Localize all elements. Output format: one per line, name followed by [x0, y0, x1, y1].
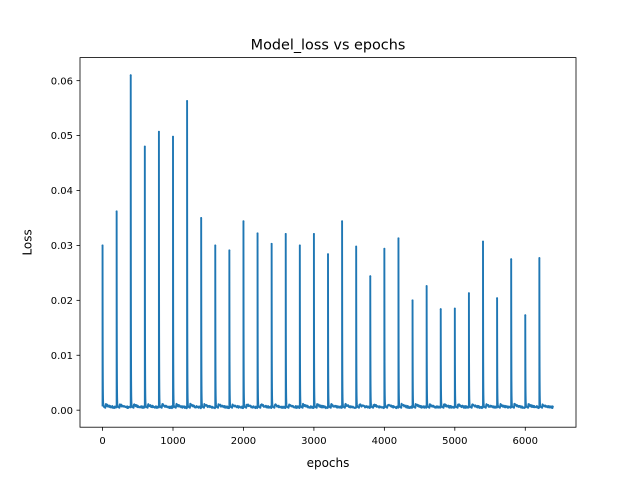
plot-frame [79, 57, 577, 428]
spike-peak-point [200, 217, 203, 219]
spike-peak-point [228, 249, 231, 252]
x-axis-label: epochs [307, 456, 350, 470]
y-tick-label: 0.01 [51, 351, 73, 362]
spike-peak-point [355, 245, 358, 248]
x-tick-label: 6000 [513, 436, 538, 447]
spike-peak-point [172, 135, 174, 138]
spike-peak-point [341, 220, 343, 223]
spike-peak-point [538, 257, 541, 259]
spike-peak-point [468, 292, 470, 295]
x-tick-label: 0 [99, 436, 105, 447]
spike-peak-point [397, 237, 400, 240]
x-axis: 0 1000 2000 3000 4000 5000 6000 [99, 427, 538, 447]
spike-peak-point [143, 145, 146, 148]
spike-peak-point [298, 244, 301, 247]
y-tick-label: 0.00 [51, 406, 73, 417]
spike-peak-point [186, 100, 188, 102]
spike-peak-point [158, 130, 160, 133]
loss-series-line [101, 74, 555, 410]
y-tick-label: 0.04 [51, 186, 73, 197]
y-tick-label: 0.06 [51, 76, 73, 87]
chart-title: Model_loss vs epochs [251, 38, 406, 54]
spike-peak-point [411, 299, 414, 302]
spike-peak-point [115, 210, 118, 213]
spike-peak-point [270, 242, 273, 245]
series-layer [101, 74, 555, 410]
spike-peak-point [439, 308, 442, 311]
x-tick-label: 4000 [372, 436, 397, 447]
spike-peak-point [482, 240, 484, 243]
y-axis: 0.00 0.01 0.02 0.03 0.04 0.05 0.06 [51, 76, 80, 417]
spike-peak-point [242, 220, 245, 223]
spike-peak-point [425, 285, 428, 287]
spike-peak-point [496, 297, 498, 300]
x-tick-label: 5000 [442, 436, 467, 447]
spike-peak-point [327, 253, 329, 256]
y-tick-label: 0.05 [51, 131, 73, 142]
spike-peak-point [214, 244, 217, 247]
y-axis-label: Loss [21, 229, 35, 255]
spike-peak-point [524, 314, 527, 317]
spike-peak-point [383, 247, 386, 250]
x-tick-label: 1000 [160, 436, 185, 447]
spike-peak-point [101, 244, 104, 247]
y-tick-label: 0.02 [51, 296, 73, 307]
spike-peak-point [129, 74, 132, 77]
x-tick-label: 3000 [301, 436, 326, 447]
y-tick-label: 0.03 [51, 241, 73, 252]
spike-peak-point [313, 232, 315, 235]
spike-peak-point [256, 232, 259, 235]
x-tick-label: 2000 [231, 436, 256, 447]
spike-peak-point [453, 307, 456, 310]
spike-peak-point [369, 275, 372, 278]
spike-peak-point [510, 258, 513, 261]
spike-peak-point [284, 232, 287, 235]
